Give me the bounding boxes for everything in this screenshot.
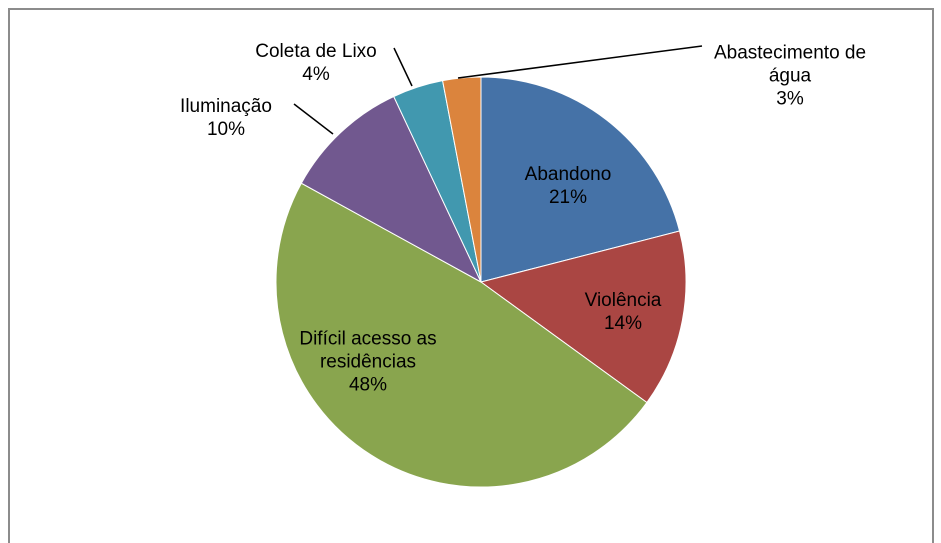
- leader-line: [393, 47, 413, 87]
- value-label: 21%: [548, 187, 588, 208]
- slice-label: Difícil acesso as residências 48%: [278, 328, 458, 397]
- slice-label: Iluminação 10%: [146, 95, 306, 141]
- pie-slice: [480, 76, 681, 283]
- slice-label: Abandono 21%: [488, 163, 648, 209]
- category-label: Difícil acesso as residências: [299, 328, 437, 373]
- category-label: Iluminação: [180, 96, 272, 117]
- slice-label: Violência 14%: [553, 289, 693, 335]
- slice-label: Coleta de Lixo 4%: [216, 40, 416, 86]
- slice-label: Abastecimento de água 3%: [705, 42, 875, 111]
- value-label: 14%: [603, 313, 643, 334]
- leader-line: [293, 103, 334, 135]
- category-label: Violência: [584, 290, 662, 311]
- category-label: Coleta de Lixo: [255, 41, 377, 62]
- slices: [275, 76, 687, 488]
- pie-slice: [275, 182, 648, 488]
- leader-line: [457, 45, 703, 79]
- value-label: 3%: [776, 88, 804, 110]
- value-label: 4%: [302, 64, 330, 85]
- category-label: Abastecimento de água: [713, 42, 867, 87]
- value-label: 48%: [348, 374, 388, 396]
- pie-slice: [300, 95, 483, 284]
- pie-slice: [479, 230, 687, 404]
- value-label: 10%: [206, 119, 246, 140]
- category-label: Abandono: [524, 164, 612, 185]
